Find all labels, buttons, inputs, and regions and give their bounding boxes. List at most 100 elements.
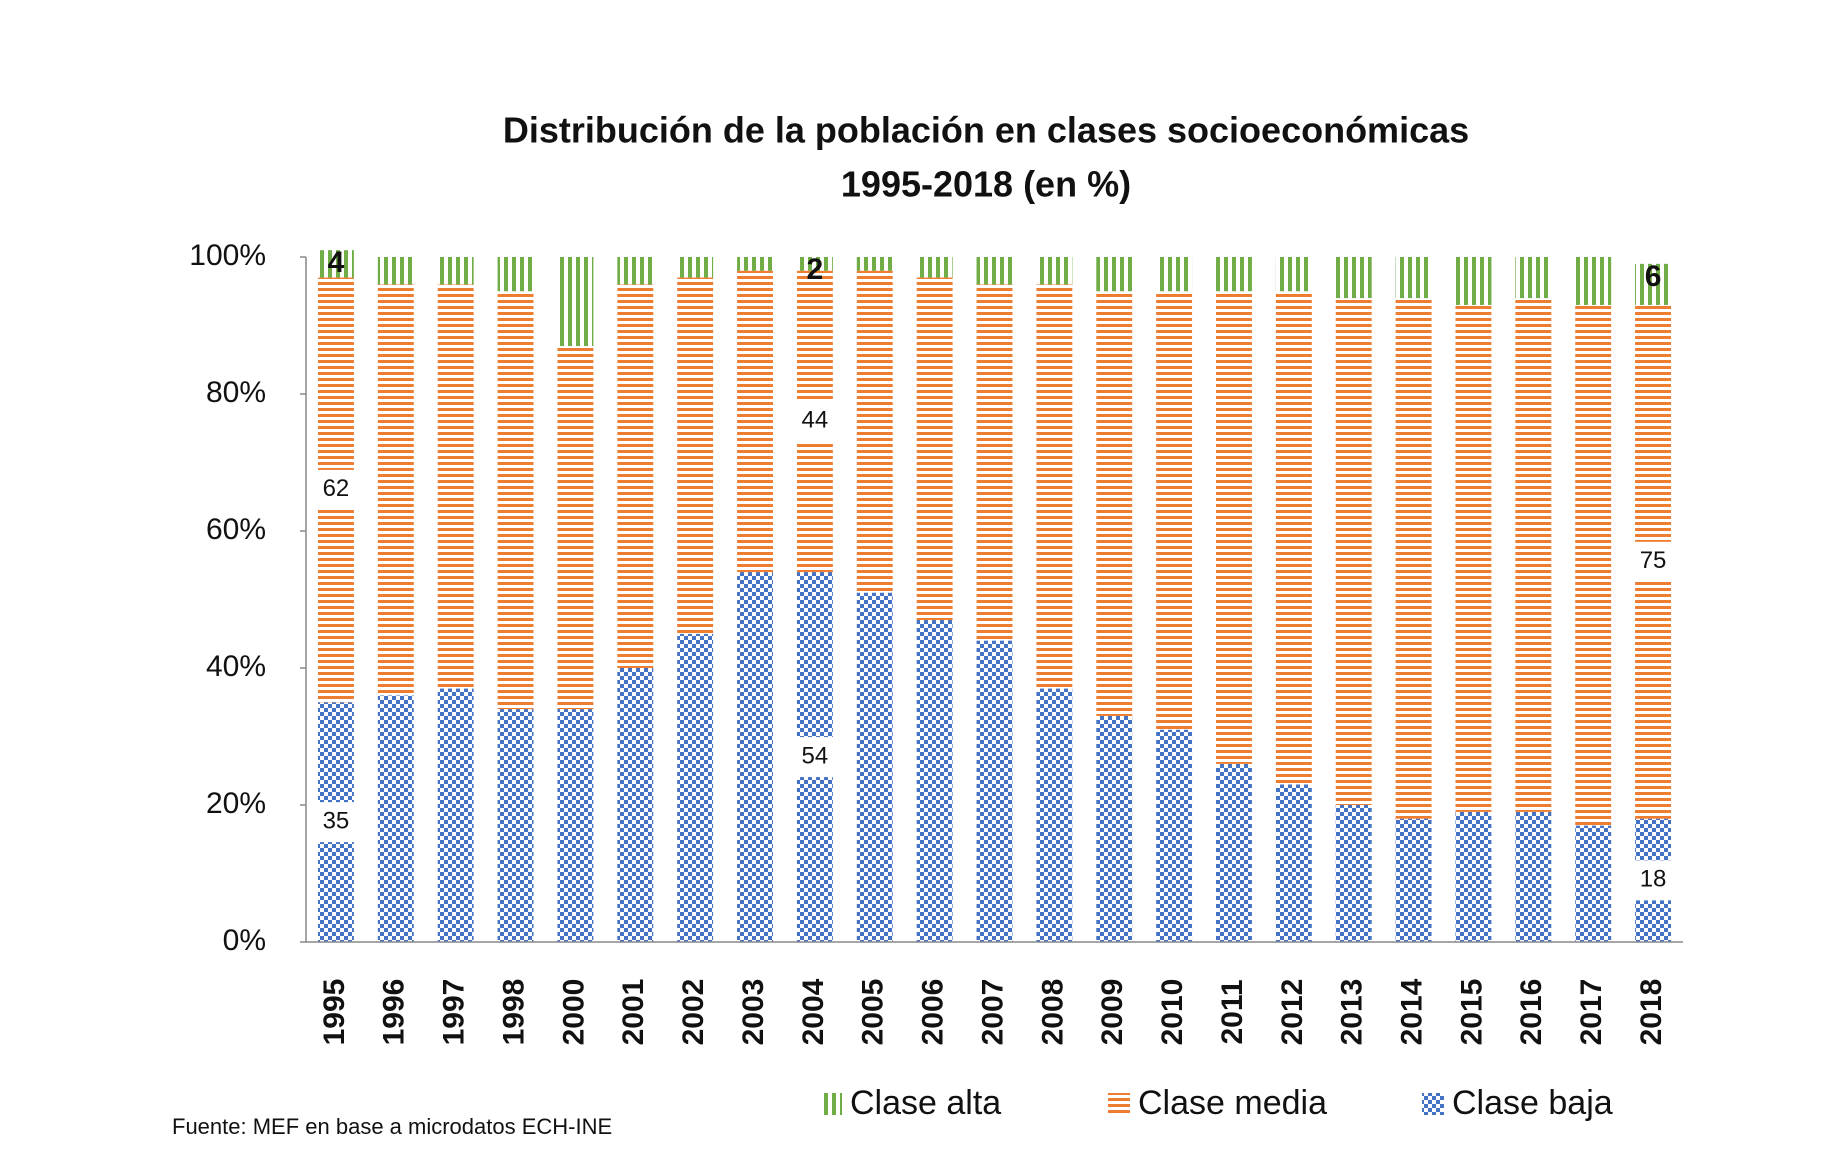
x-tick-label: 1998 (497, 979, 530, 1046)
bar-segment (1515, 257, 1552, 299)
bar-segment (1455, 811, 1492, 942)
chart-title: Distribución de la población en clases s… (503, 110, 1469, 151)
bar-segment (796, 257, 833, 271)
data-label: 18 (1640, 866, 1667, 893)
bar-segment (557, 709, 594, 942)
data-label-box (794, 737, 835, 778)
bar-segment (1575, 257, 1612, 305)
bar-segment (437, 284, 474, 689)
x-tick-label: 1996 (378, 979, 411, 1046)
bar-segment (497, 709, 534, 942)
data-label: 2 (807, 253, 824, 286)
x-tick-label: 2006 (917, 979, 950, 1046)
x-tick-label: 2004 (797, 978, 830, 1045)
legend-label: Clase baja (1452, 1084, 1613, 1122)
bar-segment (856, 257, 893, 271)
bar-segment (1036, 688, 1073, 942)
data-label: 54 (802, 742, 829, 769)
legend-swatch (820, 1093, 842, 1115)
data-label: 35 (323, 807, 350, 834)
y-tick-label: 0% (223, 924, 266, 957)
bar-segment (377, 257, 414, 285)
data-label-box (1633, 541, 1674, 582)
bar-segment (617, 668, 654, 942)
data-label: 4 (328, 246, 345, 279)
bar-segment (1096, 715, 1133, 942)
x-tick-label: 2014 (1396, 978, 1429, 1045)
bar-segment (617, 284, 654, 668)
chart-subtitle: 1995-2018 (en %) (841, 164, 1131, 205)
bar-segment (1036, 284, 1073, 689)
data-label-box (315, 802, 356, 843)
bar-segment (976, 284, 1013, 641)
x-tick-label: 2007 (976, 979, 1009, 1046)
bar-segment (1275, 291, 1312, 785)
bar-segment (1216, 291, 1252, 764)
bar-segment (976, 640, 1013, 942)
bar-segment (1335, 257, 1372, 299)
x-tick-label: 2010 (1156, 979, 1189, 1046)
bar-segment (1515, 298, 1552, 812)
bar-segment (1455, 257, 1492, 305)
bar-segment (617, 257, 654, 285)
bar-segment (1335, 805, 1372, 942)
bar-segment (1395, 298, 1432, 819)
bar-segment (497, 291, 534, 710)
bar-segment (377, 284, 414, 696)
bar-segment (1216, 257, 1252, 292)
legend-label: Clase alta (850, 1084, 1001, 1122)
bar-segment (1275, 784, 1312, 942)
x-tick-label: 2013 (1336, 979, 1369, 1046)
bar-segment (1455, 304, 1492, 812)
x-tick-label: 2017 (1575, 979, 1608, 1046)
bar-segment (916, 277, 953, 621)
y-tick-label: 40% (206, 650, 266, 683)
data-label: 6 (1645, 260, 1662, 293)
x-tick-label: 1995 (318, 979, 351, 1046)
bar-segment (737, 257, 773, 271)
x-tick-label: 2008 (1036, 979, 1069, 1046)
bar-segment (1575, 304, 1612, 826)
bar-segment (1156, 257, 1193, 292)
bar-segment (1156, 291, 1193, 730)
bar-segment (856, 592, 893, 942)
bar-segment (677, 277, 714, 634)
bar-segment (1096, 291, 1133, 716)
x-tick-label: 2009 (1096, 979, 1129, 1046)
bar-segment (1156, 729, 1193, 942)
bar-segment (437, 688, 474, 942)
bar-segment (317, 250, 354, 278)
x-tick-label: 2011 (1216, 979, 1249, 1044)
bar-segment (557, 346, 594, 710)
bar-segment (1036, 257, 1073, 285)
bar-segment (497, 257, 534, 292)
source-note: Fuente: MEF en base a microdatos ECH-INE (172, 1114, 612, 1139)
y-tick-label: 60% (206, 513, 266, 546)
x-tick-label: 2003 (737, 979, 770, 1046)
x-tick-label: 2018 (1635, 979, 1668, 1046)
bar-segment (976, 257, 1013, 285)
data-label: 44 (802, 407, 829, 434)
legend-swatch (1108, 1093, 1130, 1115)
bar-segment (1515, 811, 1552, 942)
bar-segment (737, 270, 773, 573)
bar-segment (1395, 257, 1432, 299)
x-tick-label: 2012 (1276, 979, 1309, 1046)
bar-segment (1395, 818, 1432, 942)
bar-segment (916, 620, 953, 942)
bar-segment (1096, 257, 1133, 292)
y-tick-label: 20% (206, 787, 266, 820)
legend-swatch (1422, 1093, 1444, 1115)
bar-segment (1575, 825, 1612, 942)
x-tick-label: 2005 (857, 979, 890, 1046)
bar-segment (677, 633, 714, 942)
bar-segment (557, 257, 594, 347)
x-tick-label: 2015 (1455, 979, 1488, 1046)
data-label-box (315, 469, 356, 510)
bar-segment (1635, 263, 1672, 305)
bar-segment (1275, 257, 1312, 292)
bar-segment (437, 257, 474, 285)
x-tick-label: 1997 (438, 979, 471, 1046)
bar-segment (737, 572, 773, 942)
